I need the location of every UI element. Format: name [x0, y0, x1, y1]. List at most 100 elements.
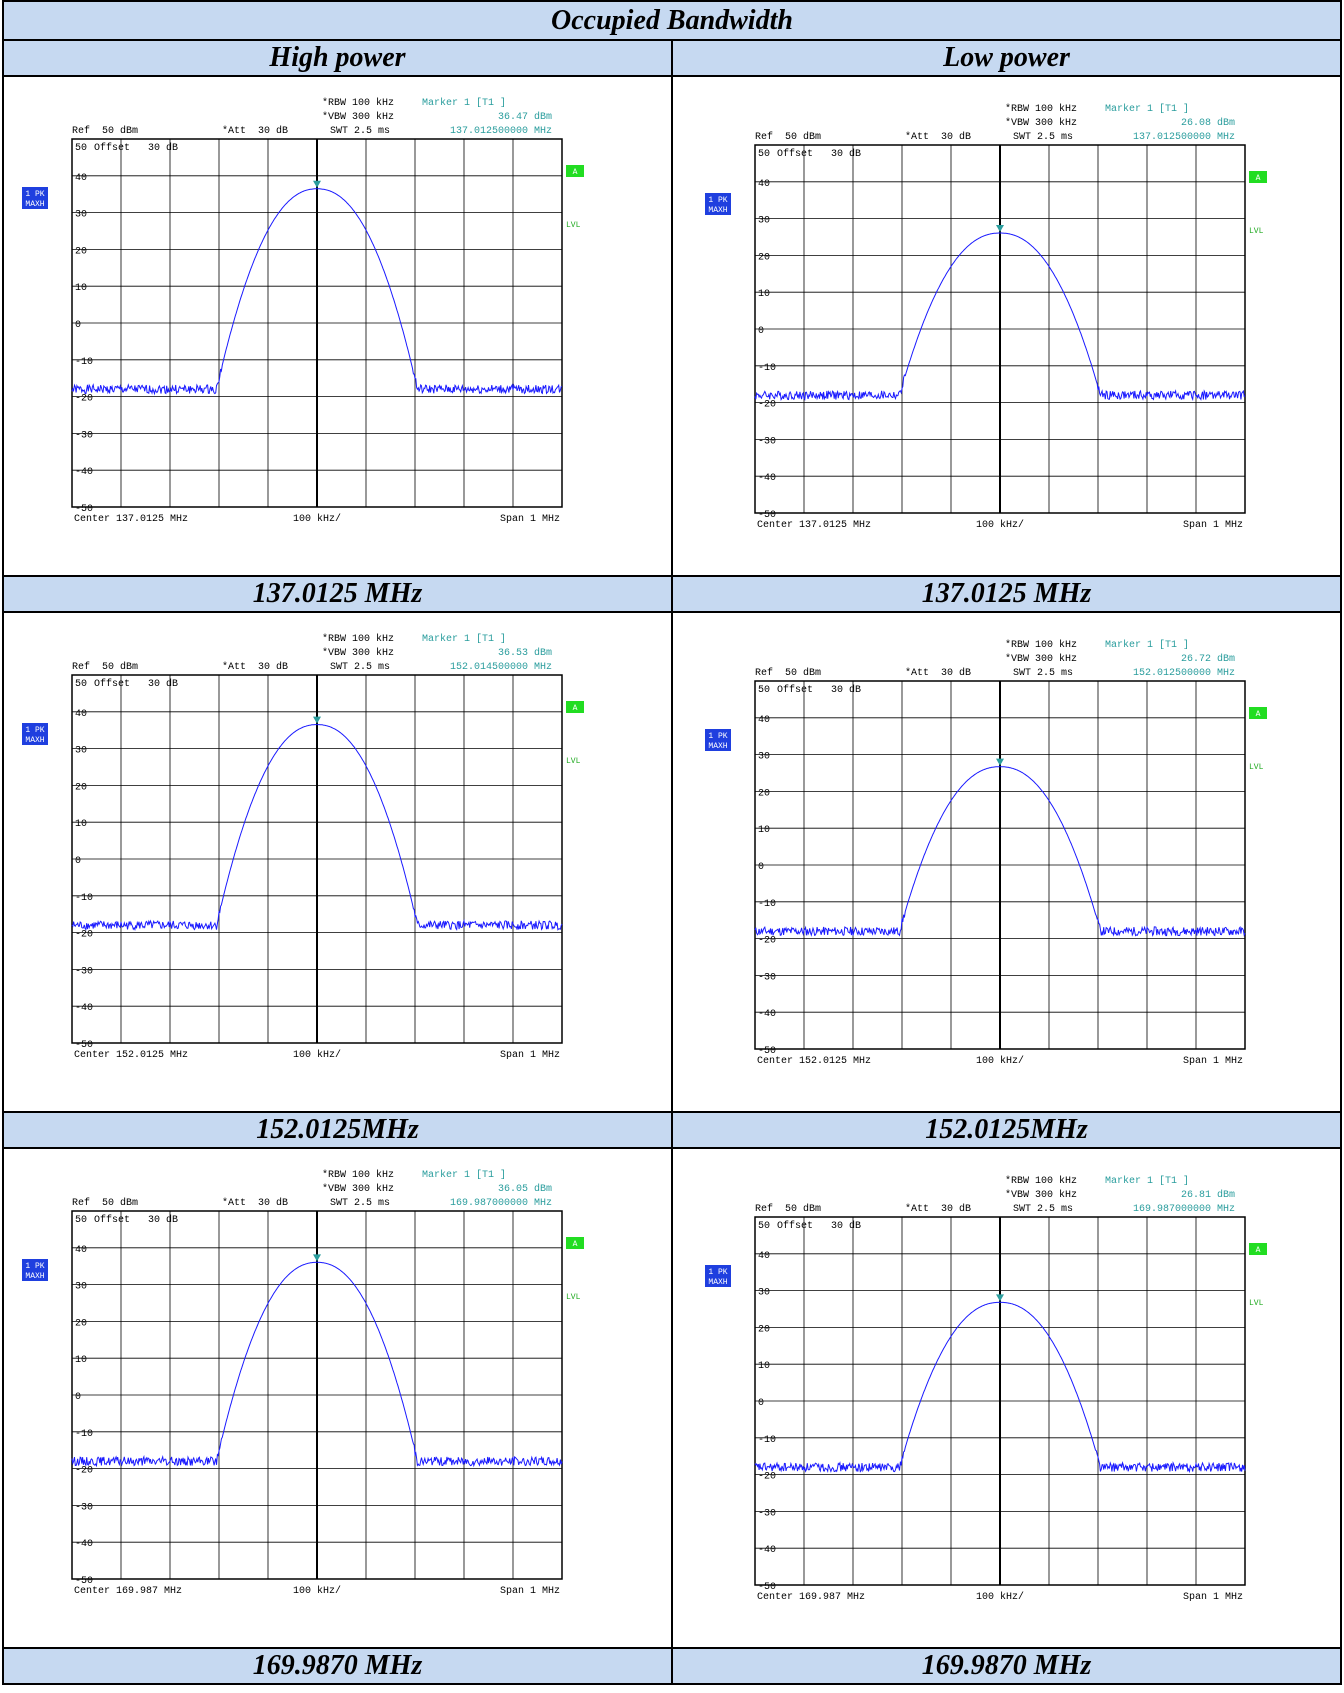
offset-label: Offset 30 dB: [94, 142, 178, 154]
trace-badge: [705, 729, 731, 751]
ref-level: Ref 50 dBm: [755, 667, 821, 679]
y-tick-label: 50: [75, 1215, 87, 1226]
a-badge: [1249, 1243, 1267, 1255]
sweep-time: SWT 2.5 ms: [330, 1198, 390, 1209]
trace-mode: MAXH: [25, 200, 44, 209]
caption: 152.0125MHz: [671, 1111, 1342, 1149]
span: Span 1 MHz: [1183, 1592, 1243, 1603]
trace-badge: [22, 723, 48, 745]
y-tick-label: 10: [75, 819, 87, 830]
rbw: *RBW 100 kHz: [322, 633, 394, 645]
y-tick-label: -20: [75, 930, 93, 941]
division: 100 kHz/: [293, 1585, 341, 1597]
y-tick-label: -20: [75, 1466, 93, 1477]
marker-frequency: 152.012500000 MHz: [1133, 668, 1235, 679]
y-tick-label: 50: [758, 1221, 770, 1232]
trace-mode: MAXH: [25, 1272, 44, 1281]
span: Span 1 MHz: [500, 1050, 560, 1061]
marker-symbol: [313, 1254, 321, 1262]
offset-label: Offset 30 dB: [777, 1220, 861, 1232]
y-tick-label: -30: [758, 1508, 776, 1519]
vbw: *VBW 300 kHz: [1005, 653, 1077, 665]
offset-label: Offset 30 dB: [777, 148, 861, 160]
center-frequency: Center 137.0125 MHz: [757, 520, 871, 531]
vbw: *VBW 300 kHz: [322, 647, 394, 659]
marker-symbol: [313, 180, 321, 188]
marker-symbol: [996, 1294, 1004, 1302]
y-tick-label: 50: [758, 149, 770, 160]
trace-label: 1 PK: [25, 726, 44, 735]
y-tick-label: 50: [75, 143, 87, 154]
rbw: *RBW 100 kHz: [1005, 639, 1077, 651]
lvl-label: LVL: [1249, 763, 1264, 772]
a-badge: [1249, 171, 1267, 183]
y-tick-label: -30: [758, 972, 776, 983]
center-frequency: Center 169.987 MHz: [74, 1586, 182, 1597]
a-badge: [566, 701, 584, 713]
y-tick-label: 20: [75, 782, 87, 793]
a-label: A: [1256, 710, 1261, 719]
y-tick-label: -10: [75, 1429, 93, 1440]
y-tick-label: 30: [75, 746, 87, 757]
y-tick-label: 40: [758, 715, 770, 726]
marker-label: Marker 1 [T1 ]: [1105, 1175, 1189, 1187]
y-tick-label: -20: [75, 394, 93, 405]
y-tick-label: -10: [758, 899, 776, 910]
caption: 152.0125MHz: [2, 1111, 673, 1149]
caption: 137.0125 MHz: [2, 575, 673, 613]
y-tick-label: -20: [758, 936, 776, 947]
marker-symbol: [996, 758, 1004, 766]
trace-label: 1 PK: [708, 196, 727, 205]
vbw: *VBW 300 kHz: [322, 1183, 394, 1195]
attenuation: *Att 30 dB: [222, 661, 288, 673]
trace: [71, 188, 563, 396]
marker-frequency: 169.987000000 MHz: [450, 1198, 552, 1209]
division: 100 kHz/: [293, 513, 341, 525]
marker-frequency: 137.012500000 MHz: [450, 126, 552, 137]
y-tick-label: 0: [758, 1398, 764, 1409]
lvl-label: LVL: [1249, 227, 1264, 236]
a-label: A: [1256, 1246, 1261, 1255]
trace: [754, 1301, 1246, 1474]
y-tick-label: -10: [75, 893, 93, 904]
sweep-time: SWT 2.5 ms: [330, 126, 390, 137]
y-tick-label: 30: [758, 752, 770, 763]
y-tick-label: -40: [75, 1003, 93, 1014]
y-tick-label: -30: [75, 430, 93, 441]
y-tick-label: 40: [758, 1251, 770, 1262]
y-tick-label: 40: [75, 709, 87, 720]
trace-mode: MAXH: [708, 1278, 727, 1287]
trace-mode: MAXH: [25, 736, 44, 745]
y-tick-label: 0: [758, 862, 764, 873]
y-tick-label: -20: [758, 400, 776, 411]
y-tick-label: -50: [758, 1582, 776, 1593]
y-tick-label: -30: [75, 966, 93, 977]
attenuation: *Att 30 dB: [222, 125, 288, 137]
trace-label: 1 PK: [708, 732, 727, 741]
y-tick-label: 20: [758, 788, 770, 799]
marker-symbol: [996, 225, 1004, 233]
sweep-time: SWT 2.5 ms: [1013, 668, 1073, 679]
center-frequency: Center 152.0125 MHz: [757, 1056, 871, 1067]
y-tick-label: 10: [758, 825, 770, 836]
ref-level: Ref 50 dBm: [72, 1197, 138, 1209]
rbw: *RBW 100 kHz: [322, 97, 394, 109]
a-badge: [1249, 707, 1267, 719]
lvl-label: LVL: [566, 221, 581, 230]
trace-badge: [705, 1265, 731, 1287]
marker-symbol: [313, 716, 321, 724]
center-frequency: Center 169.987 MHz: [757, 1592, 865, 1603]
center-frequency: Center 152.0125 MHz: [74, 1050, 188, 1061]
sweep-time: SWT 2.5 ms: [330, 662, 390, 673]
plot-cell: Ref 50 dBm *Att 30 dB *RBW 100 kHz *VBW 300…: [671, 611, 1342, 1113]
a-label: A: [573, 1240, 578, 1249]
y-tick-label: -50: [758, 510, 776, 521]
spectrum-plot: Ref 50 dBm *Att 30 dB *RBW 100 kHz *VBW 300…: [22, 1169, 584, 1597]
division: 100 kHz/: [976, 1591, 1024, 1603]
y-tick-label: -50: [75, 504, 93, 515]
sweep-time: SWT 2.5 ms: [1013, 1204, 1073, 1215]
marker-level: 26.72 dBm: [1181, 653, 1235, 665]
marker-label: Marker 1 [T1 ]: [422, 1169, 506, 1181]
